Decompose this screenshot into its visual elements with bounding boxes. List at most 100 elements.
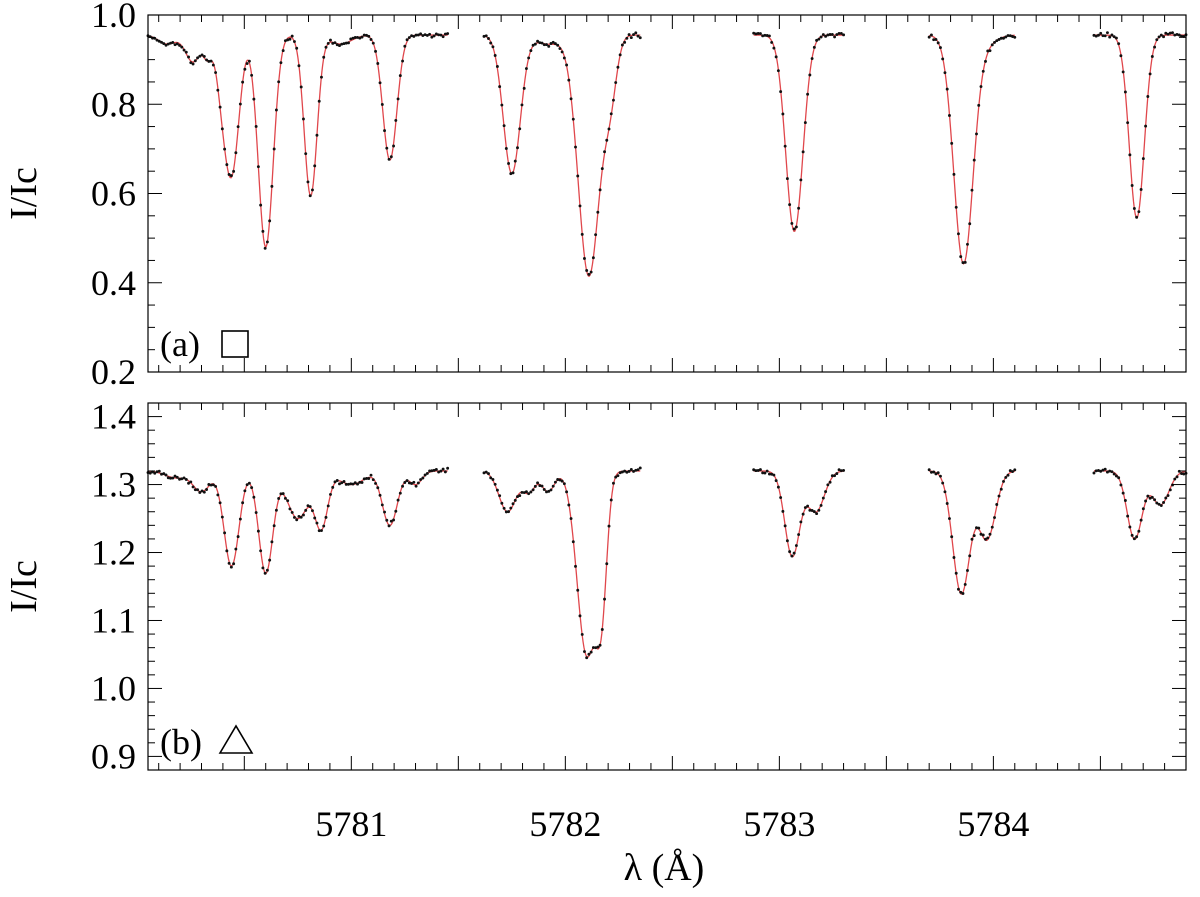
- observed-point: [835, 33, 839, 36]
- observed-point: [538, 41, 542, 45]
- observed-point: [1164, 31, 1168, 35]
- observed-point: [166, 42, 170, 46]
- observed-point: [209, 483, 213, 487]
- observed-point: [979, 85, 983, 88]
- observed-point: [815, 512, 819, 516]
- observed-point: [279, 61, 283, 65]
- observed-point: [261, 566, 265, 570]
- observed-point: [943, 490, 947, 494]
- observed-point: [553, 42, 557, 46]
- observed-point: [562, 56, 566, 60]
- observed-point: [1146, 494, 1150, 498]
- observed-point: [518, 494, 522, 498]
- observed-point: [504, 147, 508, 150]
- observed-point: [227, 173, 231, 176]
- observed-point: [977, 526, 981, 530]
- panel-b-observed-points-segment-3: [752, 468, 846, 558]
- observed-point: [376, 62, 380, 65]
- observed-point: [612, 98, 615, 102]
- observed-point: [516, 146, 519, 150]
- observed-point: [752, 31, 756, 35]
- observed-point: [571, 540, 575, 544]
- observed-point: [234, 547, 238, 551]
- x-tick-label: 5784: [957, 804, 1029, 844]
- observed-point: [236, 125, 240, 129]
- observed-point: [396, 97, 400, 101]
- observed-point: [227, 561, 231, 565]
- observed-point: [504, 510, 508, 514]
- observed-point: [776, 69, 780, 73]
- observed-point: [1155, 501, 1159, 505]
- observed-point: [1155, 38, 1159, 42]
- observed-point: [351, 482, 355, 486]
- observed-point: [500, 103, 504, 107]
- observed-point: [175, 42, 179, 46]
- observed-point: [1112, 472, 1116, 476]
- observed-point: [430, 469, 434, 473]
- observed-point: [423, 473, 427, 477]
- observed-point: [995, 503, 999, 506]
- observed-point: [1177, 33, 1181, 37]
- observed-point: [803, 121, 807, 125]
- observed-point: [405, 479, 409, 483]
- observed-point: [333, 480, 337, 484]
- observed-point: [828, 480, 832, 484]
- observed-point: [180, 45, 184, 49]
- observed-point: [797, 533, 801, 536]
- observed-point: [524, 490, 528, 494]
- observed-point: [542, 487, 546, 491]
- observed-point: [1144, 124, 1148, 128]
- observed-point: [522, 86, 526, 90]
- y-tick-label: 1.3: [91, 465, 136, 505]
- observed-point: [290, 34, 294, 38]
- observed-point: [1173, 477, 1177, 481]
- observed-point: [1166, 32, 1170, 36]
- observed-point: [443, 470, 447, 474]
- observed-point: [638, 466, 642, 470]
- observed-point: [830, 474, 834, 478]
- observed-point: [207, 483, 211, 486]
- observed-point: [609, 112, 613, 116]
- observed-point: [797, 206, 801, 210]
- panel-a-label: (a): [160, 324, 249, 364]
- observed-point: [196, 488, 200, 492]
- observed-point: [484, 34, 488, 38]
- observed-point: [446, 466, 450, 470]
- observed-point: [560, 479, 564, 483]
- observed-point: [756, 469, 760, 472]
- observed-point: [1132, 207, 1136, 210]
- observed-point: [155, 470, 159, 474]
- observed-point: [513, 159, 517, 163]
- observed-point: [182, 48, 186, 52]
- observed-point: [623, 40, 627, 44]
- observed-point: [1157, 502, 1161, 506]
- observed-point: [833, 474, 837, 478]
- panel-b-observed-points-segment-4: [927, 468, 1017, 595]
- observed-point: [934, 472, 938, 476]
- observed-point: [317, 99, 321, 103]
- observed-point: [790, 221, 794, 225]
- observed-point: [407, 36, 411, 39]
- observed-point: [984, 59, 987, 63]
- observed-point: [999, 487, 1003, 491]
- observed-point: [360, 481, 364, 484]
- observed-point: [1105, 470, 1109, 474]
- observed-point: [295, 46, 299, 50]
- observed-point: [1006, 473, 1010, 477]
- observed-point: [290, 510, 294, 514]
- panel-b-observed-points-segment-1: [146, 466, 450, 575]
- observed-point: [569, 97, 573, 101]
- observed-point: [434, 468, 438, 471]
- observed-point: [281, 492, 285, 496]
- observed-point: [830, 33, 834, 36]
- observed-point: [542, 43, 546, 47]
- observed-point: [155, 38, 159, 42]
- observed-point: [810, 508, 814, 512]
- observed-point: [407, 481, 411, 485]
- observed-point: [770, 40, 774, 44]
- observed-point: [574, 564, 577, 568]
- observed-point: [1105, 31, 1109, 35]
- observed-point: [268, 219, 272, 223]
- observed-point: [799, 178, 803, 182]
